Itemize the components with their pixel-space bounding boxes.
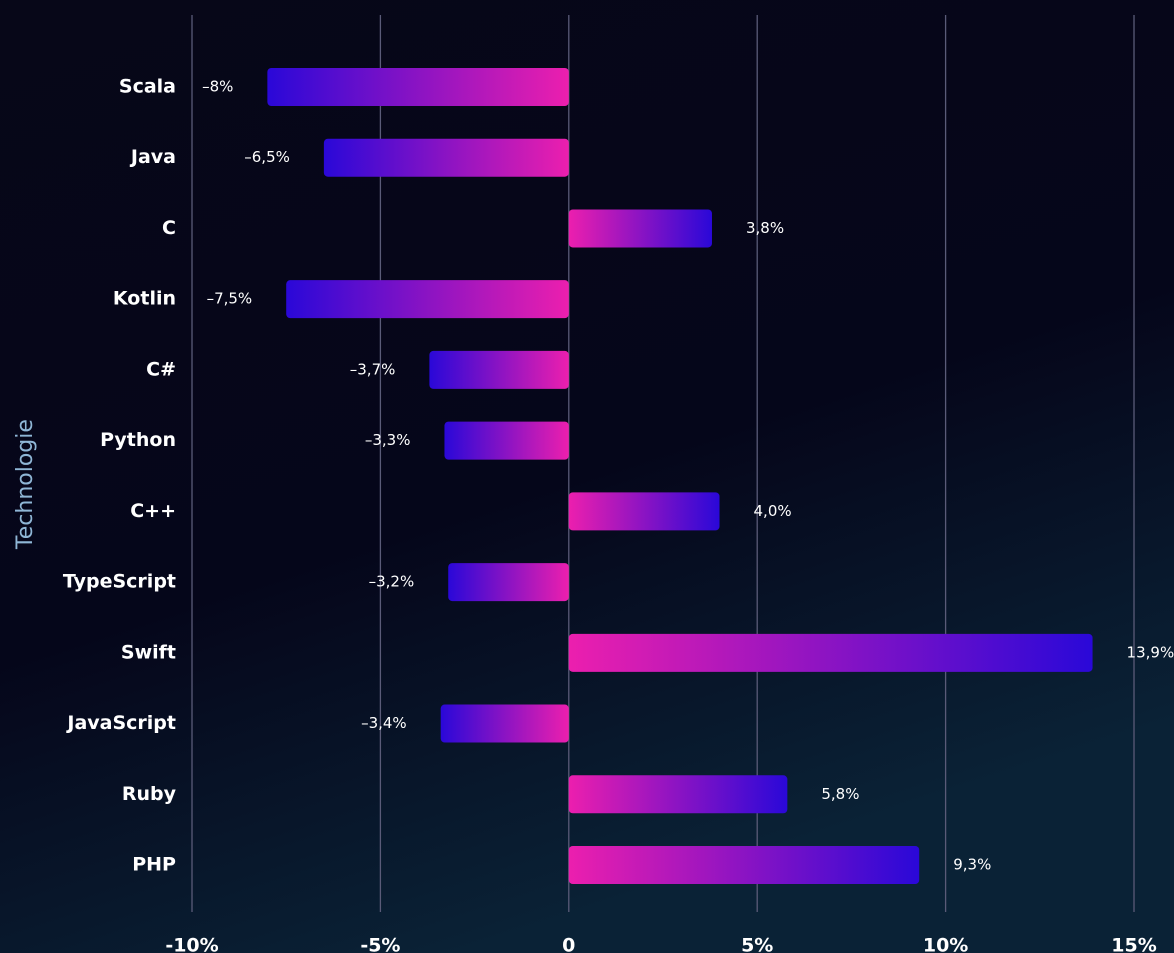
- x-tick-label: 10%: [923, 935, 968, 953]
- y-tick-label: Kotlin: [113, 288, 176, 310]
- x-tick-label: 15%: [1111, 935, 1156, 953]
- y-tick-label: Swift: [121, 641, 176, 663]
- x-tick-label: -5%: [360, 935, 400, 953]
- x-tick-label: 5%: [741, 935, 773, 953]
- y-tick-label: Scala: [119, 76, 176, 98]
- bar: [568, 846, 920, 884]
- value-label: –3,2%: [369, 573, 415, 591]
- bar: [444, 421, 569, 460]
- y-tick-label: Java: [129, 146, 176, 168]
- value-label: 4,0%: [754, 502, 792, 520]
- bar: [568, 492, 720, 531]
- value-label: 3,8%: [746, 219, 784, 237]
- y-axis-title: Technologie: [13, 419, 38, 550]
- bar: [286, 280, 569, 319]
- value-label: –7,5%: [207, 290, 253, 308]
- value-label: –3,7%: [350, 360, 396, 378]
- y-tick-label: C#: [146, 358, 176, 380]
- bar: [568, 209, 712, 248]
- value-label: –3,4%: [361, 714, 407, 732]
- y-tick-label: Python: [100, 429, 176, 451]
- y-tick-label: TypeScript: [63, 571, 176, 593]
- x-tick-label: -10%: [165, 935, 218, 953]
- x-tick-label: 0: [562, 935, 575, 953]
- value-label: –6,5%: [244, 148, 290, 166]
- bar: [429, 350, 569, 389]
- value-label: –8%: [202, 78, 233, 96]
- y-tick-label: PHP: [132, 854, 176, 876]
- bar: [267, 68, 569, 106]
- value-label: 9,3%: [953, 856, 991, 874]
- value-label: 5,8%: [821, 785, 859, 803]
- y-tick-label: JavaScript: [65, 712, 176, 734]
- value-label: –3,3%: [365, 431, 411, 449]
- bar: [568, 633, 1093, 672]
- y-tick-label: Ruby: [122, 783, 177, 805]
- bar: [448, 563, 569, 602]
- y-tick-label: C: [162, 217, 176, 239]
- bar: [440, 704, 569, 743]
- bar: [323, 138, 569, 177]
- value-label: 13,9%: [1127, 643, 1174, 661]
- y-tick-label: C++: [130, 500, 176, 522]
- bar: [568, 775, 788, 814]
